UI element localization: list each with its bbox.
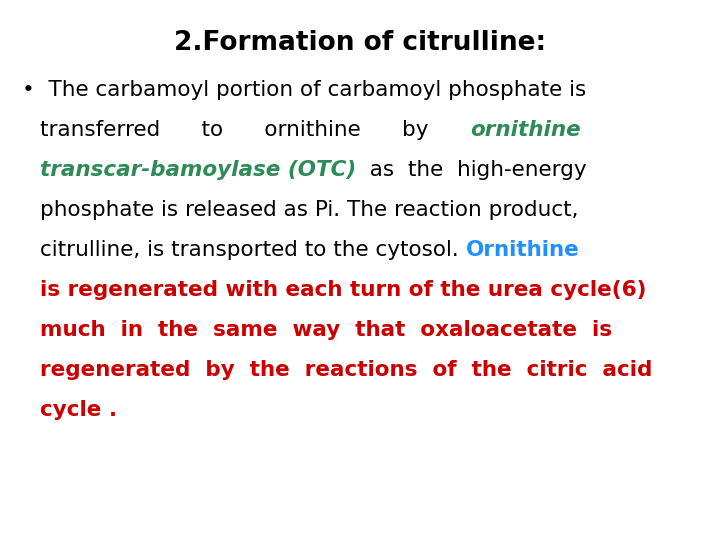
Text: cycle .: cycle . (40, 400, 117, 420)
Text: regenerated  by  the  reactions  of  the  citric  acid: regenerated by the reactions of the citr… (40, 360, 652, 380)
Text: Ornithine: Ornithine (466, 240, 580, 260)
Text: ornithine: ornithine (469, 120, 580, 140)
Text: is regenerated with each turn of the urea cycle(6): is regenerated with each turn of the ure… (40, 280, 647, 300)
Text: •  The carbamoyl portion of carbamoyl phosphate is: • The carbamoyl portion of carbamoyl pho… (22, 80, 586, 100)
Text: transferred      to      ornithine      by: transferred to ornithine by (40, 120, 469, 140)
Text: phosphate is released as Pi. The reaction product,: phosphate is released as Pi. The reactio… (40, 200, 578, 220)
Text: as  the  high-energy: as the high-energy (356, 160, 587, 180)
Text: 2.Formation of citrulline:: 2.Formation of citrulline: (174, 30, 546, 56)
Text: citrulline, is transported to the cytosol.: citrulline, is transported to the cytoso… (40, 240, 466, 260)
Text: much  in  the  same  way  that  oxaloacetate  is: much in the same way that oxaloacetate i… (40, 320, 612, 340)
Text: transcar-bamoylase (OTC): transcar-bamoylase (OTC) (40, 160, 356, 180)
